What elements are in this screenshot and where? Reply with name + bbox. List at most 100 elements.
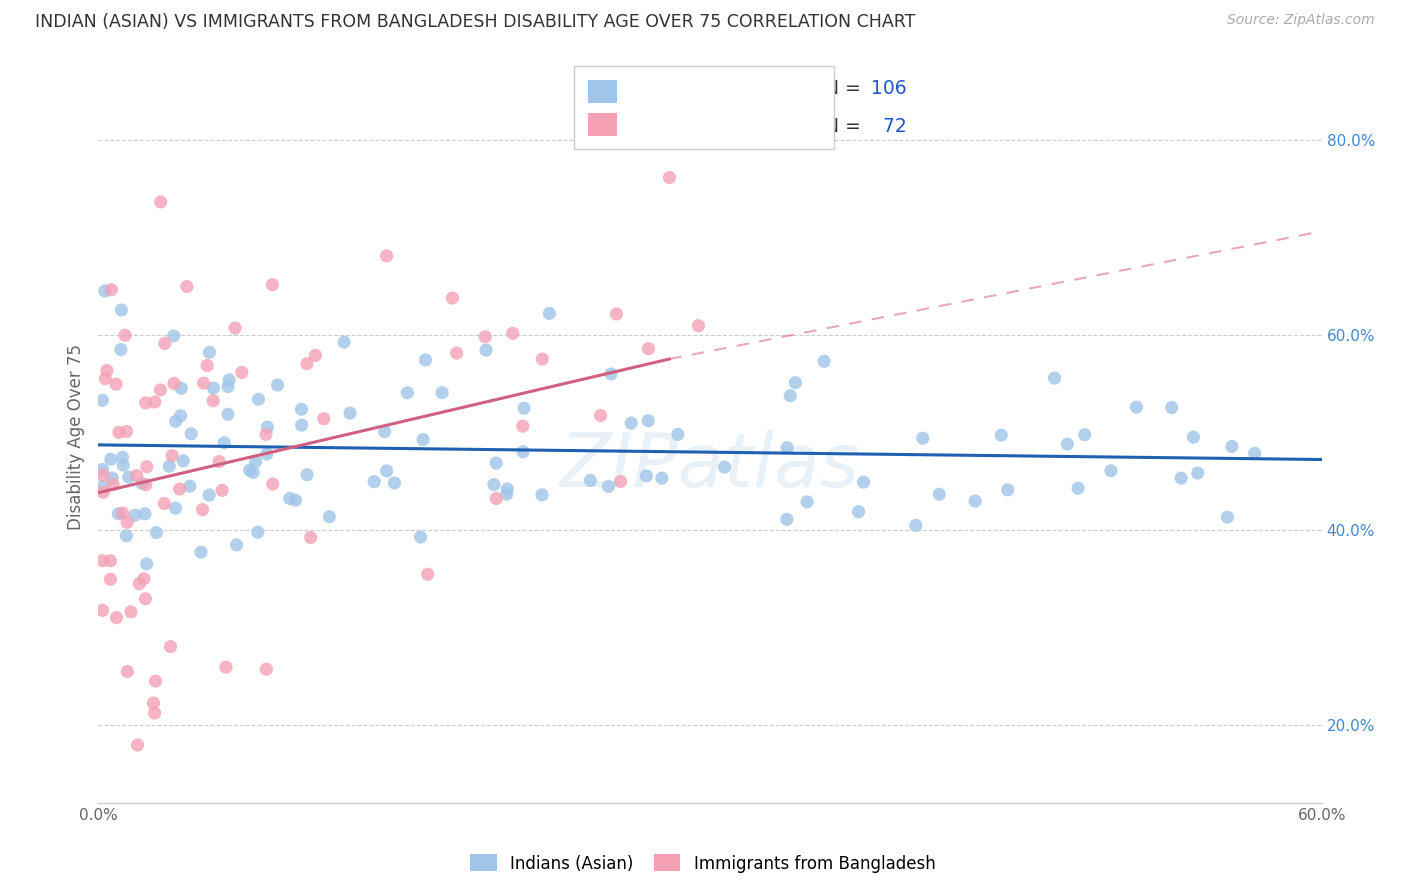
Point [131, 476, 153, 491]
Point [127, 738, 149, 752]
Point [266, 378, 288, 392]
Point [124, 508, 146, 523]
Point [103, 477, 125, 491]
Point [170, 409, 193, 423]
Point [134, 591, 156, 606]
Point [637, 414, 659, 428]
Point [1220, 440, 1243, 454]
Point [111, 450, 134, 465]
Point [796, 495, 818, 509]
Point [295, 467, 318, 482]
Point [115, 425, 138, 439]
Point [142, 696, 165, 710]
Point [128, 576, 150, 591]
Point [299, 531, 322, 545]
Point [135, 459, 157, 474]
Point [990, 428, 1012, 442]
Point [191, 502, 214, 516]
Point [198, 488, 221, 502]
Point [105, 377, 128, 392]
Point [651, 471, 673, 485]
Point [1216, 510, 1239, 524]
Point [911, 431, 934, 445]
Text: N =: N = [825, 118, 868, 136]
Point [1182, 430, 1205, 444]
Point [149, 194, 172, 209]
Point [149, 383, 172, 397]
Point [135, 396, 157, 410]
Point [91, 554, 114, 568]
Point [245, 455, 267, 469]
Point [666, 427, 689, 442]
Point [111, 506, 134, 520]
Point [120, 605, 142, 619]
Point [485, 491, 508, 506]
Point [115, 529, 138, 543]
Point [256, 420, 278, 434]
Text: 106: 106 [872, 79, 907, 98]
Point [101, 471, 124, 485]
Point [318, 509, 340, 524]
Point [132, 572, 155, 586]
Point [212, 435, 235, 450]
Point [117, 665, 139, 679]
Point [502, 326, 524, 341]
Point [688, 318, 710, 333]
Point [114, 328, 136, 343]
Point [91, 393, 114, 408]
Point [512, 419, 534, 434]
Point [531, 352, 554, 367]
Point [108, 425, 131, 440]
Point [145, 674, 167, 689]
Point [110, 343, 132, 357]
Point [658, 170, 681, 185]
Point [620, 416, 643, 430]
Point [91, 485, 114, 500]
Point [1243, 446, 1265, 460]
Point [374, 425, 396, 439]
Point [416, 567, 439, 582]
Point [1067, 481, 1090, 495]
Point [779, 389, 801, 403]
Point [409, 530, 432, 544]
Point [295, 357, 318, 371]
Point [112, 458, 135, 472]
Text: ZIPatlas: ZIPatlas [560, 430, 860, 502]
Point [145, 525, 167, 540]
Point [600, 367, 623, 381]
Point [776, 441, 799, 455]
Point [485, 456, 508, 470]
Point [134, 507, 156, 521]
Point [163, 329, 186, 343]
Point [1056, 437, 1078, 451]
Point [105, 610, 128, 624]
Point [1187, 466, 1209, 480]
Point [441, 291, 464, 305]
Point [143, 395, 166, 409]
Point [117, 470, 139, 484]
Point [202, 381, 225, 395]
Point [412, 433, 434, 447]
Point [172, 454, 194, 468]
Point [785, 376, 807, 390]
Point [1170, 471, 1192, 485]
Point [965, 494, 987, 508]
Point [495, 487, 517, 501]
Point [256, 447, 278, 461]
Point [202, 393, 225, 408]
Point [254, 427, 277, 442]
Point [153, 496, 176, 510]
Point [605, 307, 627, 321]
Point [125, 468, 148, 483]
Point [94, 372, 117, 386]
Point [215, 660, 238, 674]
Point [135, 477, 157, 491]
Point [1074, 427, 1097, 442]
Point [848, 505, 870, 519]
Point [262, 477, 284, 491]
Point [165, 501, 187, 516]
Point [262, 277, 284, 292]
Point [193, 376, 215, 391]
Point [163, 376, 186, 391]
Text: Source: ZipAtlas.com: Source: ZipAtlas.com [1227, 13, 1375, 28]
